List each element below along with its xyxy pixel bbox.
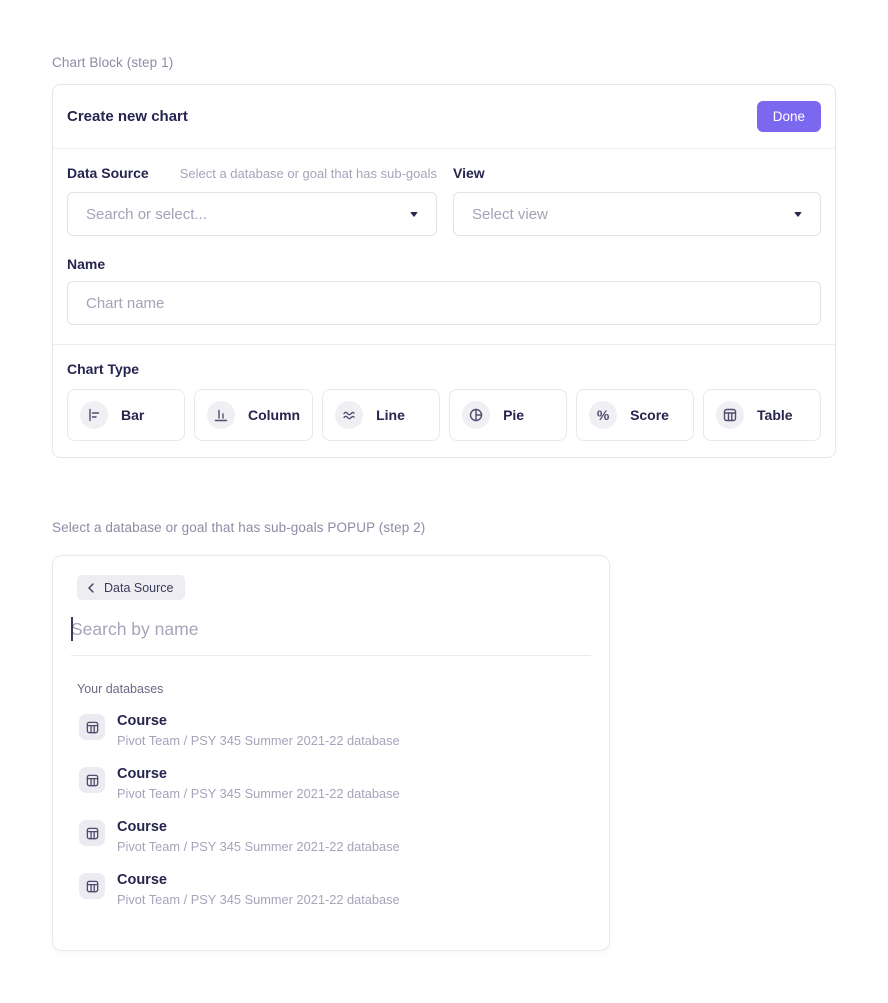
data-source-helper-text: Select a database or goal that has sub-g… <box>179 166 437 181</box>
column-chart-icon <box>206 401 235 429</box>
pie-chart-icon <box>462 401 491 429</box>
create-chart-card: Create new chart Done Data Source Select… <box>52 84 836 458</box>
bar-chart-icon <box>80 401 108 429</box>
chart-type-bar-label: Bar <box>121 407 145 423</box>
done-button[interactable]: Done <box>756 101 821 132</box>
view-select[interactable]: Select view <box>453 192 821 236</box>
chart-type-table-button[interactable]: Table <box>703 389 822 441</box>
create-chart-title: Create new chart <box>67 108 188 125</box>
table-icon <box>79 767 105 793</box>
field-labels-row: Data Source Select a database or goal th… <box>67 165 821 183</box>
view-label: View <box>453 165 485 181</box>
divider <box>53 344 835 345</box>
name-label: Name <box>67 256 106 272</box>
chart-type-label: Chart Type <box>67 361 140 377</box>
view-select-placeholder: Select view <box>472 205 548 223</box>
chart-type-column-button[interactable]: Column <box>193 389 314 441</box>
back-to-data-source-chip[interactable]: Data Source <box>77 575 186 600</box>
create-chart-body: Data Source Select a database or goal th… <box>53 149 835 457</box>
chevron-down-icon <box>794 211 802 217</box>
database-search-input[interactable] <box>71 617 591 642</box>
percent-icon: % <box>589 401 618 429</box>
chart-type-row: Bar Column Line Pie <box>67 389 822 441</box>
chart-type-table-label: Table <box>757 407 793 423</box>
database-list-item[interactable]: Course Pivot Team / PSY 345 Summer 2021-… <box>79 757 591 810</box>
database-list-item[interactable]: Course Pivot Team / PSY 345 Summer 2021-… <box>79 704 591 757</box>
database-subtitle: Pivot Team / PSY 345 Summer 2021-22 data… <box>117 892 400 907</box>
section-label-step2: Select a database or goal that has sub-g… <box>52 520 426 535</box>
table-icon <box>79 714 105 740</box>
chart-type-pie-label: Pie <box>503 407 525 423</box>
data-source-label: Data Source <box>67 165 149 181</box>
section-label-step1: Chart Block (step 1) <box>52 55 174 70</box>
line-chart-icon <box>335 401 364 429</box>
data-source-select-placeholder: Search or select... <box>86 205 207 223</box>
database-title: Course <box>117 872 167 888</box>
database-list-item[interactable]: Course Pivot Team / PSY 345 Summer 2021-… <box>79 863 591 916</box>
selects-row: Search or select... Select view <box>67 192 821 236</box>
chevron-left-icon <box>88 582 94 593</box>
chevron-down-icon <box>410 211 418 217</box>
divider <box>71 655 591 656</box>
database-subtitle: Pivot Team / PSY 345 Summer 2021-22 data… <box>117 786 400 801</box>
database-title: Course <box>117 713 167 729</box>
table-icon <box>79 820 105 846</box>
chart-type-score-button[interactable]: % Score <box>576 389 695 441</box>
chart-name-input[interactable] <box>67 281 821 325</box>
table-icon <box>79 873 105 899</box>
text-cursor <box>71 617 73 641</box>
chart-type-line-button[interactable]: Line <box>322 389 441 441</box>
your-databases-label: Your databases <box>77 682 164 696</box>
back-chip-label: Data Source <box>104 580 174 595</box>
chart-type-pie-button[interactable]: Pie <box>449 389 568 441</box>
data-source-popup: Data Source Your databases Course Pivot … <box>52 555 610 951</box>
data-source-select[interactable]: Search or select... <box>67 192 437 236</box>
database-title: Course <box>117 766 167 782</box>
popup-search-wrap <box>71 617 591 642</box>
database-subtitle: Pivot Team / PSY 345 Summer 2021-22 data… <box>117 839 400 854</box>
create-chart-header: Create new chart Done <box>53 85 835 149</box>
database-title: Course <box>117 819 167 835</box>
database-list: Course Pivot Team / PSY 345 Summer 2021-… <box>79 704 591 916</box>
chart-type-bar-button[interactable]: Bar <box>67 389 185 441</box>
chart-type-score-label: Score <box>630 407 669 423</box>
chart-type-line-label: Line <box>376 407 405 423</box>
chart-type-column-label: Column <box>247 407 301 423</box>
database-subtitle: Pivot Team / PSY 345 Summer 2021-22 data… <box>117 733 400 748</box>
table-icon <box>716 401 745 429</box>
database-list-item[interactable]: Course Pivot Team / PSY 345 Summer 2021-… <box>79 810 591 863</box>
